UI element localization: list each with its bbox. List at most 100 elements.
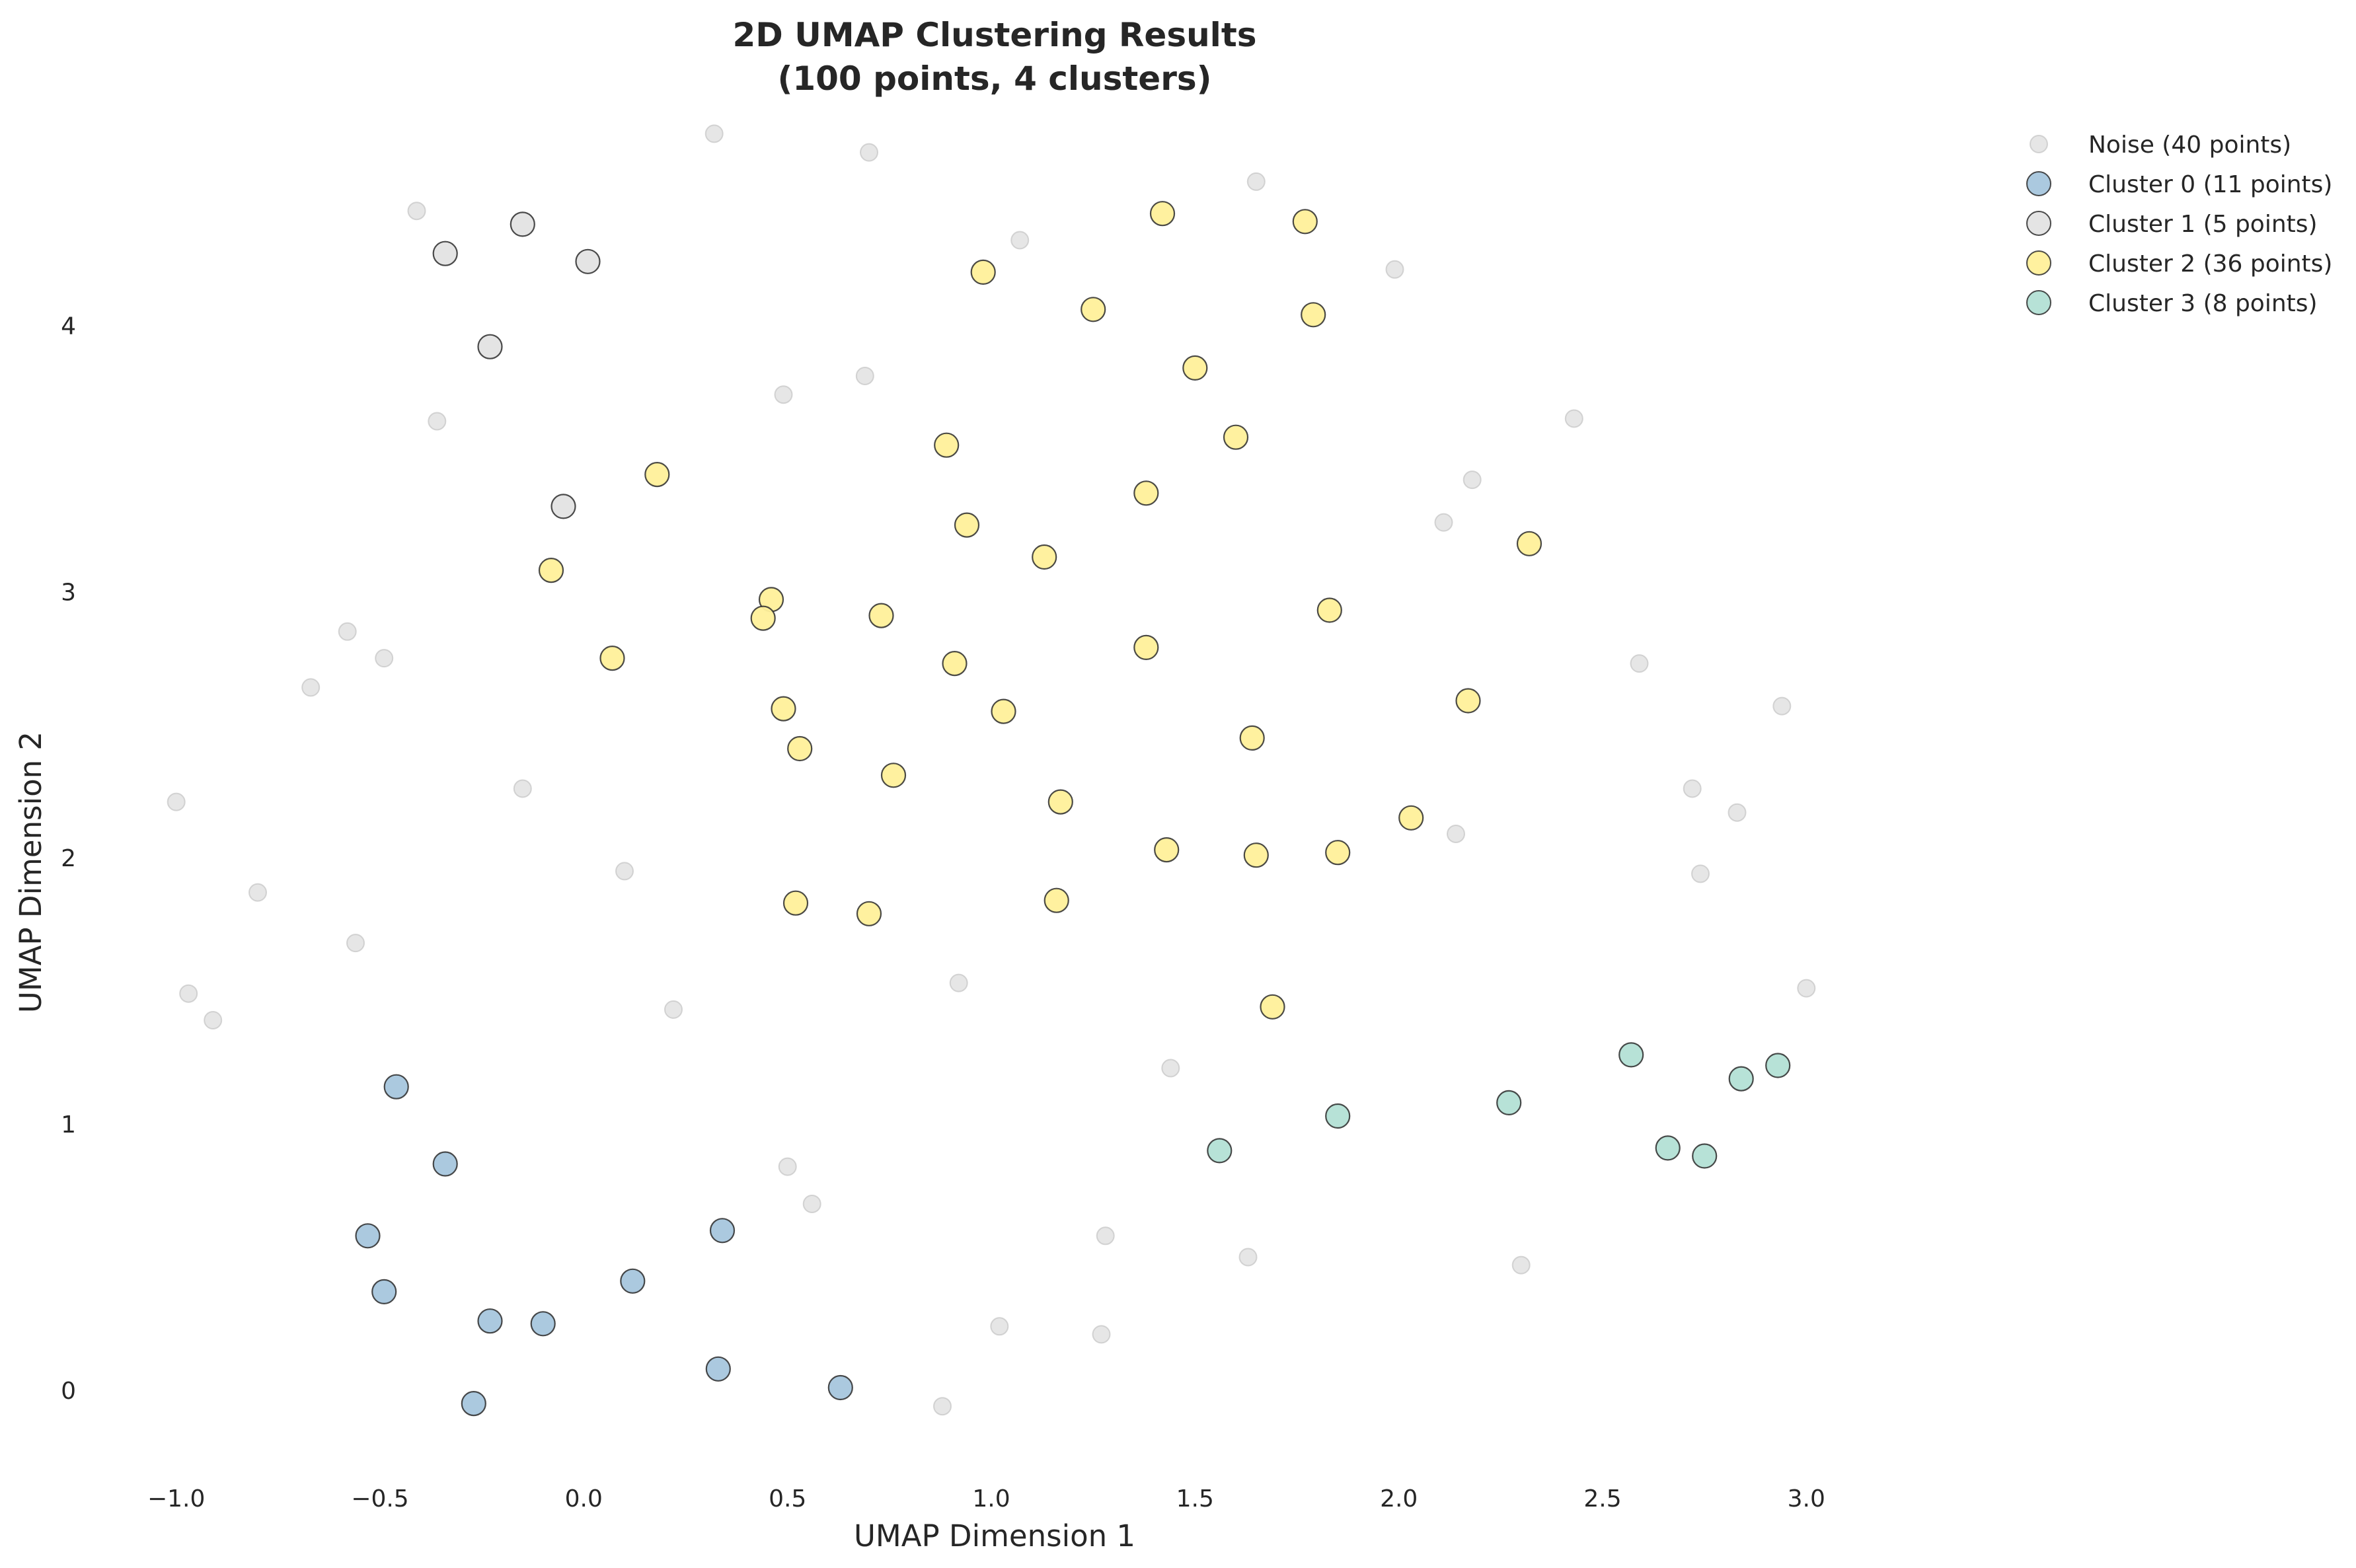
noise-point	[855, 367, 874, 385]
legend-label: Cluster 3 (8 points)	[2088, 290, 2318, 317]
x-tick-label: 2.0	[1380, 1485, 1418, 1512]
cluster-3-point	[1618, 1042, 1644, 1068]
y-axis-ticks: 0 1 2 3 4	[61, 313, 76, 1405]
cluster-3-point	[1207, 1138, 1233, 1164]
legend-item-noise: Noise (40 points)	[2030, 131, 2291, 159]
noise-point	[428, 412, 447, 431]
x-axis-label: UMAP Dimension 1	[854, 1518, 1135, 1553]
noise-point	[513, 779, 532, 798]
noise-point	[949, 973, 968, 992]
cluster-0-point	[432, 1151, 458, 1177]
x-axis-ticks: −1.0 −0.5 0.0 0.5 1.0 1.5 2.0 2.5 3.0	[147, 1485, 1825, 1512]
noise-point	[1728, 803, 1747, 822]
cluster-2-point	[1133, 480, 1159, 506]
legend-label: Noise (40 points)	[2088, 131, 2291, 159]
noise-point	[1385, 260, 1404, 279]
cluster-2-point	[1325, 840, 1351, 866]
cluster-2-point	[1516, 531, 1542, 556]
x-tick-label: 1.5	[1176, 1485, 1214, 1512]
noise-point	[1683, 779, 1702, 798]
legend-marker	[2030, 135, 2048, 153]
noise-point	[933, 1397, 952, 1416]
noise-point	[179, 984, 198, 1003]
cluster-2-point	[782, 890, 809, 916]
cluster-3-point	[1765, 1053, 1791, 1078]
cluster-2-point	[1149, 201, 1176, 227]
cluster-2-point	[750, 605, 776, 631]
cluster-2-point	[1243, 842, 1269, 868]
cluster-2-point	[1081, 297, 1106, 322]
cluster-1-point	[551, 494, 576, 519]
chart-title-line-2: (100 points, 4 clusters)	[778, 59, 1212, 98]
legend-label: Cluster 0 (11 points)	[2088, 171, 2332, 198]
noise-point	[1797, 979, 1816, 998]
legend-item-cluster-0: Cluster 0 (11 points)	[2026, 171, 2332, 198]
cluster-1-point	[510, 211, 535, 237]
noise-point	[1772, 696, 1792, 716]
cluster-2-point	[954, 512, 980, 538]
chart-title-line-1: 2D UMAP Clustering Results	[733, 16, 1257, 54]
cluster-2-point	[856, 901, 882, 926]
cluster-2-point	[1260, 994, 1285, 1020]
y-tick-label: 1	[61, 1111, 76, 1139]
legend-marker	[2026, 171, 2051, 196]
cluster-3-point	[1325, 1103, 1351, 1129]
legend-item-cluster-1: Cluster 1 (5 points)	[2026, 211, 2318, 238]
y-tick-label: 4	[61, 313, 76, 340]
noise-point	[704, 124, 724, 143]
noise-point	[615, 862, 634, 881]
cluster-0-point	[477, 1308, 503, 1334]
noise-point	[1161, 1059, 1180, 1078]
cluster-1-point	[575, 248, 601, 274]
cluster-2-point	[599, 645, 625, 671]
cluster-3-series	[1207, 1042, 1791, 1169]
cluster-2-point	[1133, 634, 1159, 661]
cluster-2-point	[1292, 209, 1318, 235]
cluster-2-series	[538, 201, 1542, 1020]
legend-item-cluster-3: Cluster 3 (8 points)	[2026, 290, 2318, 317]
cluster-2-point	[771, 696, 796, 722]
noise-point	[778, 1157, 797, 1176]
cluster-0-point	[530, 1311, 556, 1337]
legend-marker	[2026, 211, 2051, 236]
cluster-2-point	[1239, 725, 1265, 751]
cluster-2-point	[787, 735, 813, 762]
noise-point	[1092, 1325, 1111, 1344]
legend-marker	[2026, 290, 2051, 315]
cluster-1-point	[432, 241, 458, 266]
noise-point	[860, 143, 878, 162]
cluster-1-point	[477, 334, 503, 359]
x-tick-label: 2.5	[1583, 1485, 1621, 1512]
noise-point	[664, 1000, 683, 1019]
cluster-0-point	[355, 1223, 381, 1249]
data-points	[167, 124, 1816, 1417]
noise-point	[1564, 409, 1583, 428]
cluster-0-point	[827, 1374, 853, 1401]
cluster-2-point	[1047, 789, 1073, 815]
cluster-0-point	[709, 1218, 736, 1244]
noise-point	[338, 622, 357, 641]
cluster-2-point	[538, 557, 564, 583]
noise-point	[1246, 172, 1266, 191]
noise-point	[167, 792, 186, 811]
cluster-3-point	[1692, 1143, 1718, 1169]
cluster-2-point	[991, 698, 1016, 724]
noise-point	[1434, 513, 1453, 532]
cluster-2-point	[942, 650, 968, 677]
cluster-0-point	[620, 1268, 646, 1294]
legend: Noise (40 points) Cluster 0 (11 points) Cl…	[2026, 131, 2332, 317]
cluster-2-point	[644, 461, 670, 488]
x-tick-label: −1.0	[147, 1485, 205, 1512]
noise-point	[990, 1317, 1009, 1336]
cluster-0-point	[705, 1356, 731, 1382]
legend-marker	[2026, 250, 2051, 276]
noise-series	[167, 124, 1816, 1416]
cluster-2-point	[1223, 424, 1249, 450]
noise-point	[774, 385, 793, 404]
cluster-3-point	[1728, 1066, 1754, 1092]
noise-point	[1238, 1248, 1258, 1267]
x-tick-label: 0.5	[769, 1485, 806, 1512]
cluster-2-point	[1032, 544, 1057, 570]
cluster-3-point	[1496, 1090, 1522, 1116]
x-tick-label: 0.0	[565, 1485, 603, 1512]
